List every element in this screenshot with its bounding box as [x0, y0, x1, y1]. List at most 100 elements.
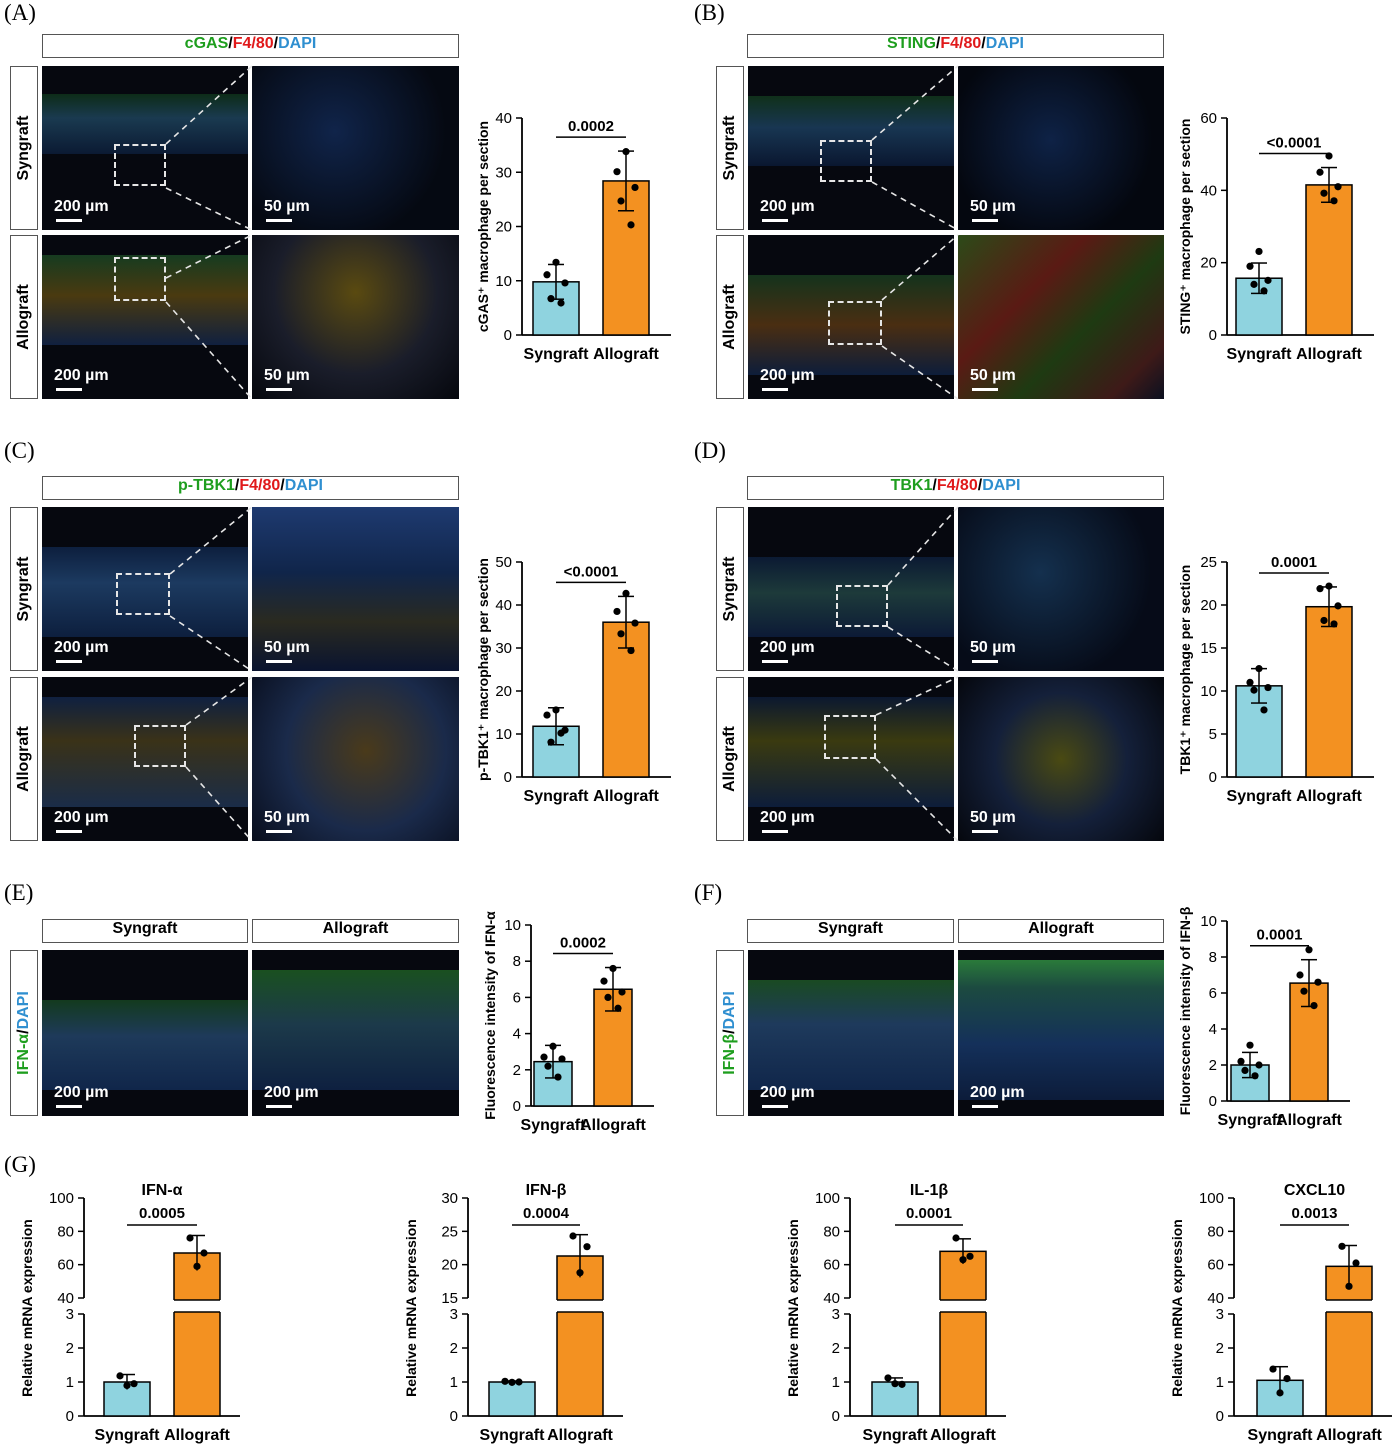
y-tick-label: 0: [1216, 1408, 1224, 1425]
stain-red: F4/80: [940, 35, 982, 52]
y-tick-label: 25: [1200, 554, 1217, 571]
data-point: [1246, 678, 1254, 687]
y-tick-label: 10: [495, 273, 512, 290]
data-point: [1241, 1066, 1249, 1074]
y-tick-label: 40: [495, 110, 512, 127]
zoom-guide-line: [881, 345, 959, 400]
stain-green: TBK1: [890, 477, 933, 494]
data-point: [1320, 189, 1328, 197]
y-tick-label: 3: [832, 1306, 840, 1323]
data-point: [1334, 602, 1342, 610]
micrograph-syngraft: 200 µm: [748, 950, 954, 1116]
chart-title: IL-1β: [910, 1182, 948, 1199]
y-tick-label: 3: [1216, 1306, 1224, 1323]
y-tick-label: 0: [1209, 327, 1217, 344]
y-tick-label: 10: [504, 917, 521, 934]
data-point: [193, 1262, 201, 1270]
y-tick-label: 30: [441, 1190, 458, 1207]
panel-label-f: (F): [694, 880, 723, 905]
data-point: [1338, 1242, 1346, 1250]
data-point: [884, 1374, 892, 1382]
p-value-label: 0.0013: [1292, 1205, 1338, 1222]
data-point: [1250, 280, 1258, 288]
stain-side-label: IFN-β/DAPI: [716, 950, 744, 1116]
stain-green: STING: [887, 35, 936, 52]
roi-box: [116, 573, 170, 615]
scale-bar: 50 µm: [264, 198, 310, 222]
stain-green: p-TBK1: [178, 477, 235, 494]
y-tick-label: 20: [441, 1257, 458, 1274]
stain-header-a: cGAS/F4/80/DAPI: [42, 34, 459, 58]
y-tick-label: 80: [57, 1223, 74, 1240]
scale-bar: 200 µm: [760, 1084, 815, 1108]
data-point: [1314, 978, 1322, 986]
bar: [1305, 184, 1353, 336]
zoom-guide-line: [169, 615, 253, 672]
scale-bar: 200 µm: [760, 367, 815, 391]
data-point: [1334, 183, 1342, 191]
p-value-label: 0.0002: [568, 118, 614, 135]
data-point: [631, 183, 639, 192]
data-point: [1260, 287, 1268, 295]
data-point: [1269, 1365, 1277, 1373]
scale-bar: 200 µm: [54, 639, 109, 663]
data-point: [1330, 620, 1338, 628]
y-tick-label: 100: [1199, 1190, 1224, 1207]
panel-label-c: (C): [4, 438, 35, 463]
micrograph-high-allograft: 50 µm: [252, 677, 459, 841]
scale-bar: 50 µm: [970, 198, 1016, 222]
zoom-guide-line: [871, 65, 959, 141]
bar: [1325, 1265, 1373, 1417]
micrograph-syngraft: 200 µm: [42, 950, 248, 1116]
y-axis-label: Relative mRNA expression: [1169, 1219, 1185, 1397]
y-tick-label: 10: [1200, 913, 1217, 930]
x-tick-label: Allograft: [930, 1427, 996, 1444]
data-point: [600, 977, 608, 985]
x-tick-label: Syngraft: [524, 788, 590, 805]
data-point: [549, 1042, 557, 1050]
stain-blue: DAPI: [278, 35, 317, 52]
panel-label-g: (G): [4, 1152, 36, 1177]
scale-bar: 200 µm: [54, 809, 109, 833]
data-point: [1352, 1259, 1360, 1267]
row-label-syngraft: Syngraft: [716, 66, 744, 230]
y-tick-label: 0: [66, 1408, 74, 1425]
zoom-guide-line: [881, 234, 959, 301]
stain-side-label: IFN-α/DAPI: [10, 950, 38, 1116]
stain-blue: DAPI: [985, 35, 1024, 52]
data-point: [622, 589, 630, 597]
stain-header-b: STING/F4/80/DAPI: [747, 34, 1164, 58]
data-point: [547, 295, 555, 303]
y-tick-label: 0: [1209, 769, 1217, 786]
data-point: [1251, 1072, 1259, 1080]
axis-break-gap: [1324, 1300, 1374, 1312]
scale-bar: 50 µm: [264, 639, 310, 663]
data-point: [617, 197, 625, 205]
data-point: [1330, 197, 1338, 205]
y-tick-label: 0: [832, 1408, 840, 1425]
y-tick-label: 20: [495, 683, 512, 700]
zoom-guide-line: [887, 506, 959, 586]
micrograph-low-allograft: 200 µm: [42, 235, 248, 399]
zoom-guide-line: [165, 65, 253, 145]
micrograph-low-allograft: 200 µm: [748, 235, 954, 399]
y-tick-label: 6: [1209, 985, 1217, 1002]
data-point: [552, 706, 560, 714]
y-axis-label: Relative mRNA expression: [19, 1219, 35, 1397]
y-tick-label: 1: [832, 1374, 840, 1391]
data-point: [543, 711, 551, 719]
y-tick-label: 2: [513, 1062, 521, 1079]
data-point: [123, 1381, 131, 1389]
y-tick-label: 4: [513, 1026, 521, 1043]
bar: [871, 1381, 919, 1417]
p-value-label: 0.0002: [560, 935, 606, 952]
zoom-guide-line: [185, 766, 253, 842]
roi-box: [828, 301, 882, 345]
y-tick-label: 40: [495, 597, 512, 614]
y-tick-label: 60: [1200, 110, 1217, 127]
y-tick-label: 1: [66, 1374, 74, 1391]
data-point: [186, 1234, 194, 1242]
zoom-guide-line: [165, 301, 253, 400]
data-point: [891, 1380, 899, 1388]
